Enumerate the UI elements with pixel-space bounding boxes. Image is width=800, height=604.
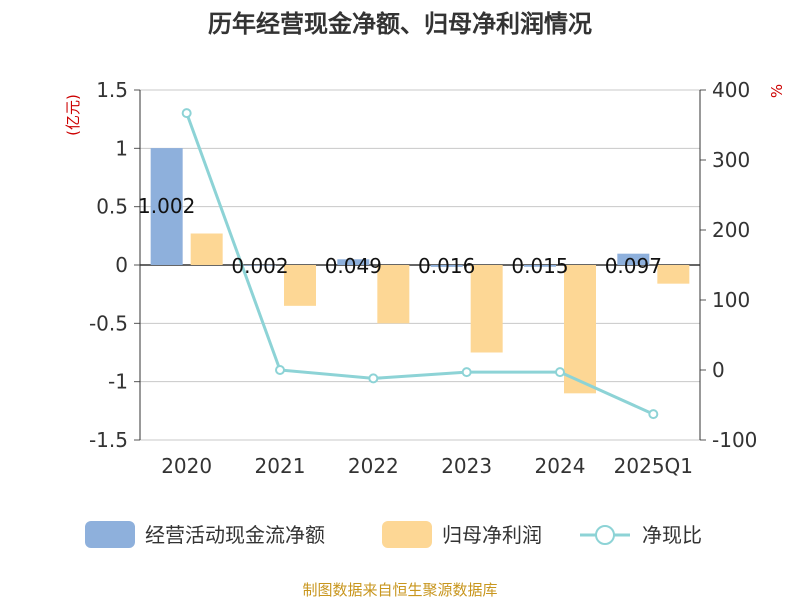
x-tick-5: 2025Q1 [614,454,693,478]
y-left-tick-6: -1.5 [89,428,128,452]
ratio-point-4 [555,367,565,378]
axes: 1.5 1 0.5 0 -0.5 -1 -1.5 400 300 200 100 0 -100 (亿元)%… [64,78,786,478]
bar-netprofit-3 [470,265,503,353]
label-cashflow-4: 0.015 [511,254,568,278]
label-cashflow-2: 0.049 [325,254,382,278]
x-tick-4: 2024 [535,454,586,478]
label-cashflow-1: 0.002 [231,254,288,278]
ratio-point-3 [461,367,472,378]
ratio-point-5 [648,409,659,420]
bar-cashflow-0 [150,148,183,265]
bar-netprofit-1 [284,265,316,306]
ratio-point-0 [181,108,192,119]
bar-cashflow-5 [617,253,650,265]
y-left-tick-5: -1 [108,370,128,394]
legend-marker-ratio [595,525,615,545]
y-right-tick-3: 100 [712,288,750,312]
ratio-line-path [185,112,654,416]
data-labels: 1.002 0.002 0.049 0.016 0.015 0.097 [138,194,662,278]
x-tick-3: 2023 [441,454,492,478]
source-note: 制图数据来自恒生聚源数据库 [302,581,497,599]
legend[interactable]: 经营活动现金流净额 归母净利润 净现比 [85,521,702,548]
y-left-tick-1: 1 [115,136,128,160]
y-left-tick-2: 0.5 [96,195,128,219]
bar-netprofit-5 [657,265,690,284]
bars [150,148,690,394]
bar-netprofit-0 [190,233,223,265]
bar-cashflow-1 [244,265,276,266]
y-left-tick-4: -0.5 [89,311,128,335]
ratio-point-1 [275,365,285,375]
bar-cashflow-3 [430,265,463,267]
y-left-tick-0: 1.5 [96,78,128,102]
y-right-tick-2: 200 [712,218,750,242]
x-tick-2: 2022 [348,454,399,478]
legend-label-netprofit: 归母净利润 [442,523,542,547]
y-right-label: % [768,84,786,98]
ratio-line [181,108,659,420]
bar-netprofit-4 [564,265,596,394]
legend-swatch-netprofit [382,521,432,548]
legend-label-cashflow: 经营活动现金流净额 [145,523,325,547]
legend-label-ratio: 净现比 [642,523,702,547]
bar-cashflow-4 [524,265,556,267]
y-left-label: (亿元) [64,94,82,136]
x-tick-1: 2021 [255,454,306,478]
label-cashflow-3: 0.016 [418,254,475,278]
y-right-tick-0: 400 [712,78,750,102]
bar-netprofit-2 [377,265,410,324]
y-right-tick-1: 300 [712,148,750,172]
y-right-tick-4: 0 [712,358,725,382]
y-left-tick-3: 0 [115,253,128,277]
chart-title: 历年经营现金净额、归母净利润情况 [208,10,592,38]
y-right-tick-5: -100 [712,428,757,452]
label-cashflow-0: 1.002 [138,194,195,218]
legend-swatch-cashflow [85,521,135,548]
ratio-point-2 [368,373,379,384]
label-cashflow-5: 0.097 [605,254,662,278]
x-tick-0: 2020 [161,454,212,478]
bar-cashflow-2 [337,259,370,265]
